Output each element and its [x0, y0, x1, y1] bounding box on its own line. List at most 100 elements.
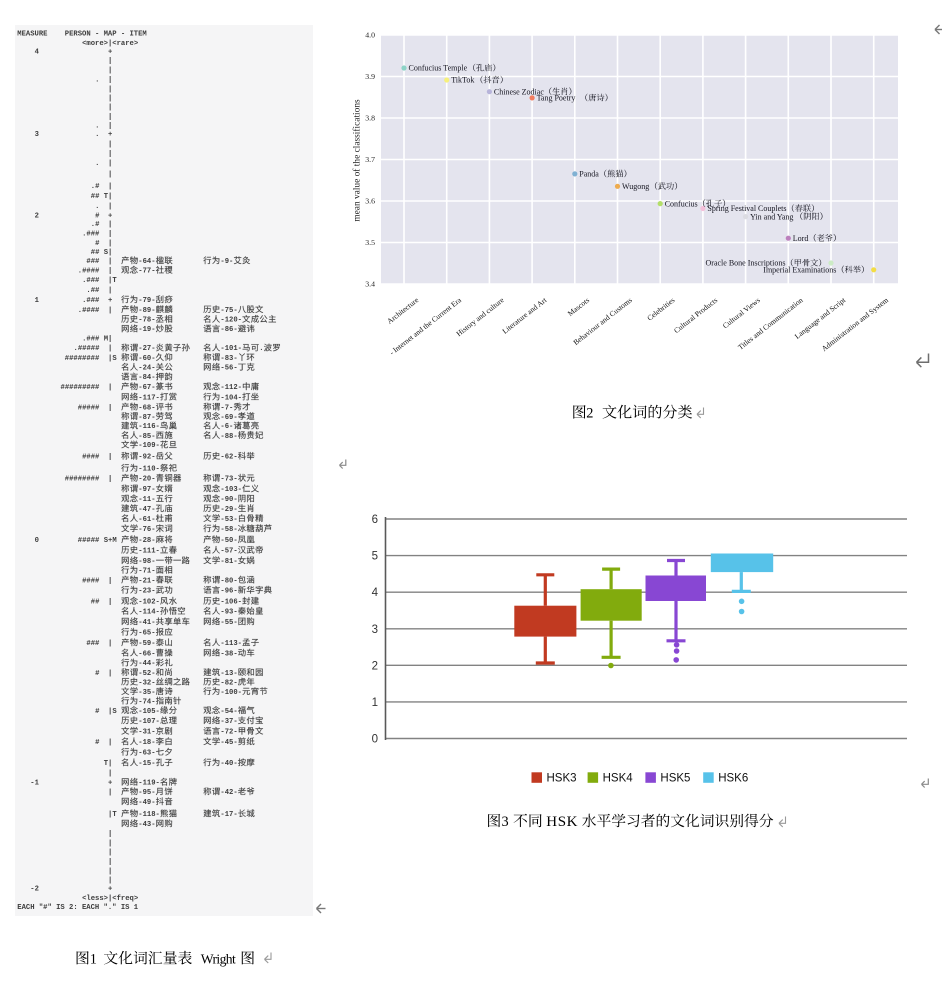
svg-text:MEASURE: MEASURE: [17, 31, 48, 39]
svg-text:########: ########: [65, 355, 100, 363]
svg-text:|: |: [108, 739, 112, 747]
svg-text:Wugong: Wugong: [622, 182, 649, 191]
svg-text:###: ###: [86, 640, 100, 648]
svg-text:-24-: -24-: [138, 365, 155, 373]
svg-text:-110-: -110-: [138, 466, 160, 474]
svg-text:-98-: -98-: [138, 558, 155, 566]
svg-text:.: .: [95, 131, 99, 139]
svg-text:3.7: 3.7: [365, 155, 375, 164]
svg-text:1: 1: [35, 297, 40, 305]
svg-text:HSK5: HSK5: [660, 773, 690, 785]
svg-text:Spring Festival Couplets: Spring Festival Couplets: [707, 204, 786, 213]
svg-text:5: 5: [372, 551, 378, 563]
svg-text:-64-: -64-: [138, 258, 155, 266]
svg-text:########: ########: [65, 476, 100, 484]
svg-text:-2: -2: [30, 886, 39, 894]
svg-text:.####: .####: [78, 307, 100, 315]
svg-text:-117-: -117-: [138, 394, 160, 402]
svg-text:4: 4: [372, 587, 379, 599]
svg-text:##: ##: [91, 599, 100, 607]
svg-text:-66-: -66-: [138, 650, 155, 658]
svg-text:+: +: [108, 131, 112, 139]
svg-text:-82-: -82-: [220, 679, 237, 687]
svg-text:T: T: [112, 277, 117, 285]
svg-text:-97-: -97-: [138, 486, 155, 494]
svg-text:|: |: [108, 858, 112, 866]
svg-text:-89-: -89-: [138, 307, 155, 315]
svg-text:-54-: -54-: [220, 708, 237, 716]
svg-text:.: .: [95, 77, 99, 85]
svg-text:.#: .#: [91, 183, 100, 191]
svg-text:-112-: -112-: [220, 384, 242, 392]
svg-text:.##: .##: [86, 287, 100, 295]
svg-text:-114-: -114-: [138, 609, 160, 617]
svg-text:3: 3: [372, 624, 378, 636]
svg-text:-52-: -52-: [138, 670, 155, 678]
svg-text:-9-: -9-: [220, 258, 233, 266]
svg-text:1: 1: [90, 951, 97, 967]
svg-text:|: |: [108, 277, 112, 285]
svg-text:-63-: -63-: [138, 750, 155, 758]
svg-text:6: 6: [372, 514, 378, 526]
svg-text:|: |: [108, 268, 112, 276]
svg-text:|: |: [108, 114, 112, 122]
svg-text:-71-: -71-: [138, 568, 155, 576]
svg-text:-105-: -105-: [138, 708, 160, 716]
svg-text:-28-: -28-: [138, 537, 155, 545]
svg-text:|: |: [108, 221, 112, 229]
svg-text:HSK3: HSK3: [547, 773, 577, 785]
svg-text:|: |: [108, 249, 112, 257]
svg-text:3.5: 3.5: [365, 238, 375, 247]
svg-text:-50-: -50-: [220, 537, 237, 545]
svg-text:-62-: -62-: [220, 454, 237, 462]
svg-text:-120-: -120-: [220, 317, 242, 325]
svg-text:#####: #####: [78, 404, 100, 412]
svg-text:-78-: -78-: [138, 317, 155, 325]
svg-text:-57-: -57-: [220, 548, 237, 556]
svg-text:Imperial Examinations: Imperial Examinations: [763, 266, 836, 275]
svg-text:TikTok: TikTok: [451, 76, 474, 85]
svg-text:|: |: [108, 287, 112, 295]
svg-text:|: |: [108, 577, 112, 585]
svg-text:-38-: -38-: [220, 650, 237, 658]
svg-text:-55-: -55-: [220, 619, 237, 627]
svg-text:.: .: [95, 123, 99, 131]
svg-text:##: ##: [91, 193, 100, 201]
svg-text:-107-: -107-: [138, 718, 160, 726]
svg-text:|: |: [108, 404, 112, 412]
svg-text:-29-: -29-: [220, 506, 237, 514]
svg-text:-42-: -42-: [220, 789, 237, 797]
svg-text:|: |: [108, 708, 112, 716]
svg-text:-92-: -92-: [138, 454, 155, 462]
svg-text:-47-: -47-: [138, 506, 155, 514]
svg-text:|: |: [108, 384, 112, 392]
svg-text:-37-: -37-: [220, 718, 237, 726]
svg-text:|: |: [108, 193, 112, 201]
svg-text:0: 0: [372, 734, 378, 746]
svg-text:+: +: [108, 48, 112, 56]
svg-text:3: 3: [35, 131, 39, 139]
svg-text:Tang Poetry: Tang Poetry: [537, 94, 576, 103]
svg-text:#########: #########: [61, 384, 101, 392]
svg-text:PERSON - MAP - ITEM: PERSON - MAP - ITEM: [65, 31, 147, 39]
svg-text:-87-: -87-: [138, 414, 155, 422]
svg-text:.###: .###: [82, 277, 100, 285]
svg-text:|: |: [108, 670, 112, 678]
svg-text:Panda: Panda: [579, 170, 599, 179]
svg-text:3.6: 3.6: [365, 197, 375, 206]
svg-text:-96-: -96-: [220, 588, 237, 596]
svg-text:T: T: [112, 811, 117, 819]
svg-text:3: 3: [502, 814, 509, 830]
svg-text:#: #: [95, 212, 100, 220]
svg-text:-103-: -103-: [220, 486, 242, 494]
svg-text:-73-: -73-: [220, 476, 237, 484]
svg-text:|: |: [108, 141, 112, 149]
svg-text:S: S: [112, 708, 117, 716]
svg-text:-109-: -109-: [138, 442, 160, 450]
svg-text:Chinese Zodiac: Chinese Zodiac: [494, 87, 544, 96]
svg-text:-41-: -41-: [138, 619, 155, 627]
svg-text:|: |: [108, 203, 112, 211]
svg-text:-106-: -106-: [220, 599, 242, 607]
svg-text:2: 2: [586, 405, 593, 421]
svg-text:.: .: [95, 203, 99, 211]
